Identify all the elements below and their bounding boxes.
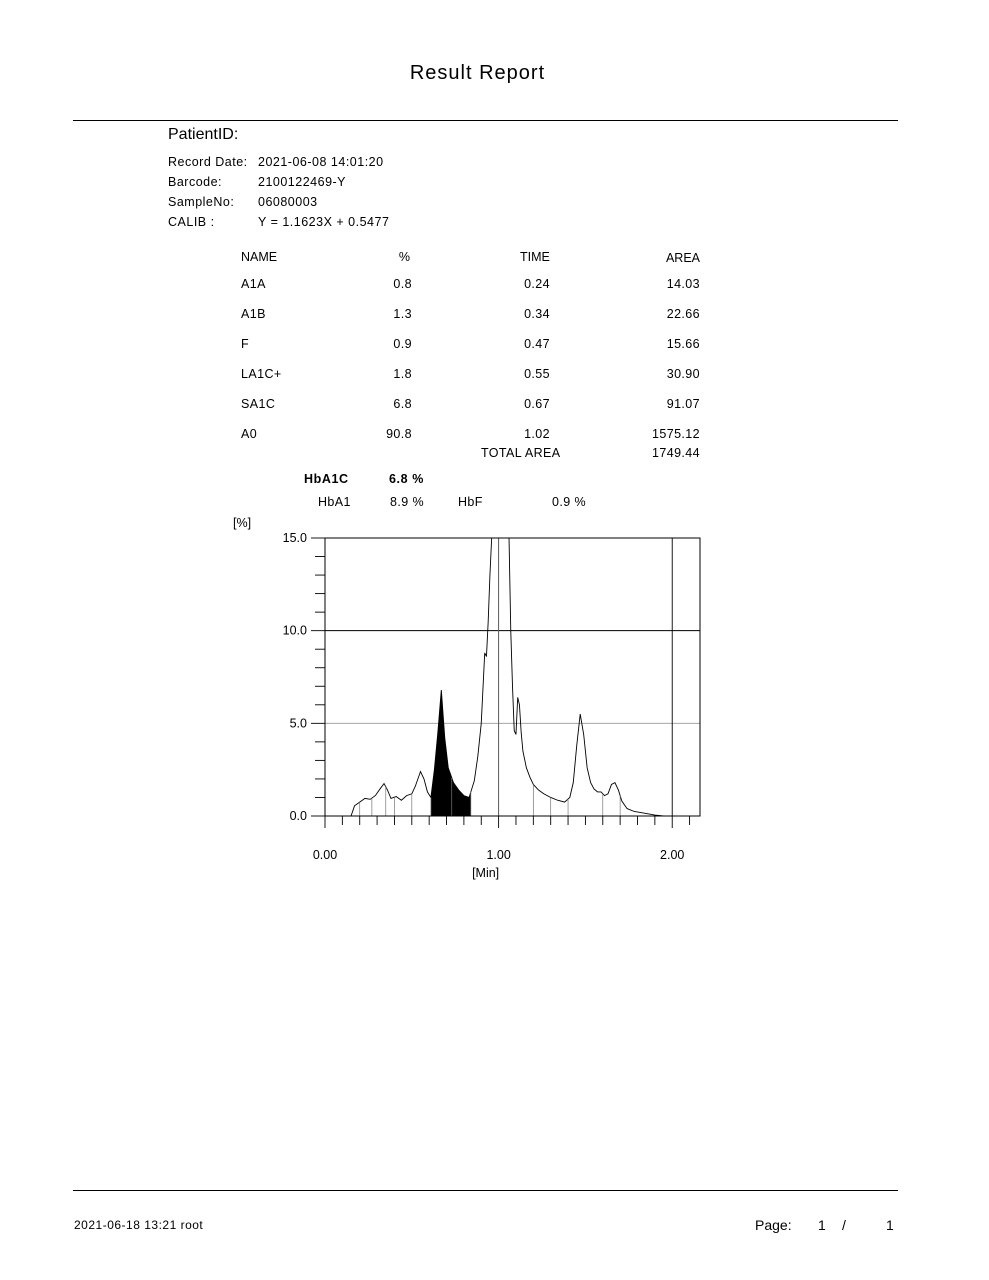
row-percent: 6.8 [393,397,412,411]
row-area: 22.66 [666,307,700,321]
print-timestamp: 2021-06-18 13:21 root [74,1218,204,1232]
plot-frame [324,537,701,817]
y-axis-ticks: 0.0 5.0 10.0 15.0 [283,531,325,823]
hba1c-peak-area [430,689,471,816]
row-name: A0 [241,427,258,441]
row-time: 1.02 [524,427,550,441]
x-axis-ticks: 0.00 1.00 2.00 [313,816,691,862]
y-tick-label: 5.0 [290,716,307,730]
y-tick-label: 10.0 [283,624,307,638]
y-tick-label: 0.0 [290,809,307,823]
y-tick-label: 15.0 [283,531,307,545]
row-percent: 90.8 [386,427,412,441]
hbf-value: 0.9 % [552,495,586,509]
row-time: 0.67 [524,397,550,411]
col-header-time: TIME [520,250,550,264]
row-name: A1B [241,307,266,321]
x-tick-label: 2.00 [660,848,684,862]
page-separator: / [842,1217,846,1233]
y-axis-label: [%] [233,516,251,530]
page-current: 1 [818,1217,826,1233]
row-area: 30.90 [666,367,700,381]
barcode-value: 2100122469-Y [258,175,347,189]
row-percent: 1.8 [393,367,412,381]
row-name: LA1C+ [241,367,282,381]
barcode-label: Barcode: [168,175,223,189]
hba1c-value: 6.8 % [389,472,424,486]
calib-value: Y = 1.1623X + 0.5477 [258,215,390,229]
row-percent: 0.9 [393,337,412,351]
hbf-label: HbF [458,495,483,509]
x-tick-label: 0.00 [313,848,337,862]
header-divider [73,120,898,121]
sample-no-label: SampleNo: [168,195,235,209]
x-tick-label: 1.00 [486,848,510,862]
hba1-label: HbA1 [318,495,351,509]
total-area-label: TOTAL AREA [481,446,561,460]
row-time: 0.34 [524,307,550,321]
row-area: 1575.12 [652,427,700,441]
chromatogram-trace [350,537,664,817]
row-percent: 0.8 [393,277,412,291]
chromatogram-chart: 0.0 5.0 10.0 15.0 0.00 1.00 2.00 [%] [Min] [233,516,701,880]
sample-no-value: 06080003 [258,195,318,209]
col-header-percent: % [398,250,410,264]
record-date-label: Record Date: [168,155,248,169]
row-percent: 1.3 [393,307,412,321]
row-area: 14.03 [666,277,700,291]
hba1c-label: HbA1C [304,472,349,486]
report-title: Result Report [409,62,546,84]
page-total: 1 [886,1217,894,1233]
row-time: 0.55 [524,367,550,381]
footer-divider [73,1190,898,1191]
hba1-value: 8.9 % [390,495,424,509]
patient-id-label: PatientID: [168,126,239,143]
page-label: Page: [755,1217,792,1233]
col-header-name: NAME [241,250,278,264]
total-area-value: 1749.44 [652,446,700,460]
row-name: F [241,337,250,351]
row-name: SA1C [241,397,276,411]
row-name: A1A [241,277,266,291]
row-time: 0.24 [524,277,550,291]
x-axis-label: [Min] [472,866,499,880]
calib-label: CALIB : [168,215,215,229]
row-area: 91.07 [666,397,700,411]
row-area: 15.66 [666,337,700,351]
record-date-value: 2021-06-08 14:01:20 [258,155,384,169]
peak-markers [359,538,621,816]
col-header-area: AREA [665,251,700,265]
row-time: 0.47 [524,337,550,351]
